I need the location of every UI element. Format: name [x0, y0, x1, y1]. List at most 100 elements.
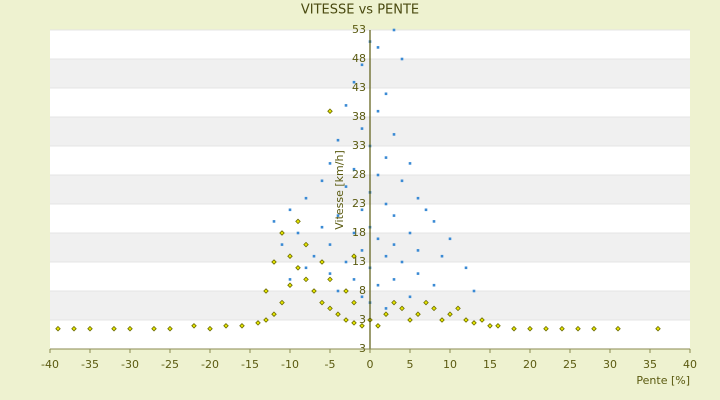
point — [527, 325, 533, 332]
point — [391, 299, 397, 306]
point — [455, 305, 461, 312]
x-tick-label: 30 — [603, 358, 617, 371]
point — [439, 317, 445, 323]
chart-title: VITESSE vs PENTE — [301, 3, 419, 18]
x-tick-label: -30 — [121, 358, 139, 371]
y-tick-label: 3 — [359, 313, 366, 326]
point — [511, 325, 517, 332]
point — [424, 208, 428, 212]
point — [591, 325, 597, 332]
point — [575, 325, 581, 332]
y-tick-label: 8 — [359, 284, 366, 297]
y-tick-label: 18 — [352, 226, 366, 239]
point — [255, 320, 261, 326]
point — [336, 214, 340, 217]
point — [271, 311, 277, 317]
point — [127, 325, 133, 332]
point — [304, 266, 308, 270]
point — [279, 299, 285, 306]
y-tick-label: 38 — [352, 110, 366, 123]
point — [335, 311, 341, 317]
point — [416, 272, 420, 275]
point — [312, 254, 316, 258]
y-tick-label: 28 — [352, 168, 366, 181]
x-tick-label: 20 — [523, 358, 537, 371]
x-tick-label: 40 — [683, 358, 697, 371]
point — [472, 289, 476, 293]
point — [55, 325, 61, 332]
point — [392, 28, 396, 32]
point — [448, 237, 452, 241]
point — [167, 325, 173, 332]
point — [191, 323, 197, 329]
point — [223, 323, 229, 329]
point — [288, 278, 292, 281]
point — [543, 325, 549, 332]
point — [432, 220, 436, 223]
y-tick-label: 48 — [352, 52, 366, 65]
point — [360, 63, 364, 67]
point — [431, 305, 437, 312]
point — [304, 196, 308, 200]
point — [408, 231, 412, 235]
point — [319, 299, 325, 306]
point — [384, 254, 388, 258]
point — [376, 109, 380, 113]
point — [343, 288, 349, 294]
x-tick-label: -15 — [241, 358, 259, 371]
point — [392, 214, 396, 217]
point — [392, 278, 396, 281]
point — [415, 311, 421, 317]
point — [471, 320, 477, 326]
point — [359, 323, 365, 329]
point — [400, 57, 404, 61]
point — [151, 325, 157, 332]
point — [376, 283, 380, 287]
point — [352, 278, 356, 281]
point — [408, 162, 412, 165]
point — [279, 230, 285, 236]
point — [263, 288, 269, 294]
point — [344, 260, 348, 264]
point — [384, 307, 388, 310]
point — [319, 259, 325, 265]
point — [336, 138, 340, 142]
point — [392, 243, 396, 246]
y-tick-label: 33 — [352, 139, 366, 152]
point — [399, 305, 405, 312]
point — [408, 295, 412, 299]
point — [328, 162, 332, 165]
point — [280, 243, 284, 246]
point — [328, 272, 332, 275]
point — [376, 46, 380, 49]
x-tick-label: -20 — [201, 358, 219, 371]
point — [559, 325, 565, 332]
x-tick-label: -25 — [161, 358, 179, 371]
point — [344, 185, 348, 188]
point — [655, 325, 661, 332]
point — [352, 231, 356, 235]
y-tick-label: 43 — [352, 81, 366, 94]
x-tick-label: -5 — [325, 358, 336, 371]
x-tick-label: 25 — [563, 358, 577, 371]
point — [351, 320, 357, 326]
x-tick-label: -35 — [81, 358, 99, 371]
point — [360, 208, 364, 212]
point — [375, 323, 381, 329]
y-axis-title: Vitesse [km/h] — [333, 150, 346, 230]
point — [239, 323, 245, 329]
point — [352, 167, 356, 171]
point — [263, 317, 269, 323]
point — [328, 243, 332, 246]
point — [288, 208, 292, 212]
point — [272, 220, 276, 223]
point — [351, 299, 357, 306]
point — [320, 225, 324, 229]
x-tick-label: 0 — [367, 358, 374, 371]
point — [479, 317, 485, 323]
x-tick-label: 15 — [483, 358, 497, 371]
point — [376, 237, 380, 241]
point — [400, 179, 404, 183]
y-tick-label: 13 — [352, 255, 366, 268]
